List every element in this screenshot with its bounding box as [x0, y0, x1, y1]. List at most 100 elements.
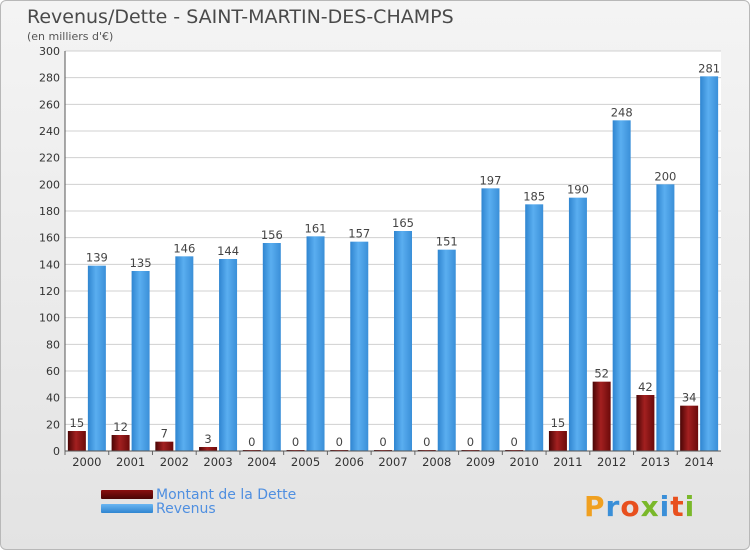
data-label-debt: 0 [511, 435, 518, 449]
logo-letter: x [640, 490, 660, 523]
y-tick-label: 200 [39, 178, 60, 191]
data-label-revenus: 161 [305, 221, 327, 235]
data-label-revenus: 157 [348, 227, 370, 241]
x-tick-label: 2005 [291, 455, 320, 469]
y-tick-label: 220 [39, 152, 60, 165]
x-tick-label: 2011 [553, 455, 582, 469]
data-label-debt: 0 [379, 435, 386, 449]
x-tick-label: 2012 [597, 455, 626, 469]
data-label-debt: 12 [113, 420, 128, 434]
legend-swatch-revenus [101, 504, 153, 513]
x-tick-label: 2010 [510, 455, 539, 469]
x-tick-label: 2008 [422, 455, 451, 469]
x-tick-label: 2000 [72, 455, 101, 469]
y-tick-label: 260 [39, 98, 60, 111]
y-tick-label: 160 [39, 232, 60, 245]
y-tick-label: 80 [46, 338, 60, 351]
bar-revenus [612, 120, 631, 451]
bar-debt [636, 395, 655, 451]
y-tick-label: 140 [39, 258, 60, 271]
y-tick-label: 20 [46, 418, 60, 431]
logo-letter: r [605, 490, 621, 523]
data-label-debt: 0 [248, 435, 255, 449]
y-tick-label: 300 [39, 45, 60, 58]
data-label-revenus: 190 [567, 183, 589, 197]
x-tick-label: 2013 [641, 455, 670, 469]
bar-revenus [656, 184, 675, 452]
bar-revenus [350, 241, 369, 451]
x-tick-label: 2014 [684, 455, 713, 469]
x-tick-label: 2004 [247, 455, 276, 469]
bar-revenus [219, 259, 238, 451]
bar-debt [592, 381, 611, 451]
bar-revenus [481, 188, 500, 452]
data-label-revenus: 139 [86, 251, 108, 265]
data-label-revenus: 135 [130, 256, 152, 270]
data-label-revenus: 248 [611, 105, 633, 119]
y-tick-label: 100 [39, 312, 60, 325]
x-tick-label: 2007 [378, 455, 407, 469]
proxiti-logo: Proxiti [584, 490, 695, 523]
y-tick-label: 180 [39, 205, 60, 218]
data-label-debt: 0 [336, 435, 343, 449]
data-label-revenus: 197 [479, 173, 501, 187]
bar-debt [199, 447, 218, 451]
y-tick-label: 60 [46, 365, 60, 378]
data-label-debt: 7 [161, 427, 168, 441]
bar-revenus [525, 204, 544, 451]
bar-debt [155, 441, 174, 451]
data-label-revenus: 151 [436, 235, 458, 249]
data-label-debt: 42 [638, 380, 653, 394]
logo-letter: i [659, 490, 671, 523]
chart-title: Revenus/Dette - SAINT-MARTIN-DES-CHAMPS [27, 6, 454, 28]
logo-letter: P [584, 490, 606, 523]
legend-label-revenus: Revenus [156, 501, 216, 517]
data-label-debt: 15 [70, 416, 85, 430]
legend-swatch-debt [101, 490, 153, 499]
data-label-revenus: 281 [698, 61, 720, 75]
bar-revenus [700, 76, 719, 451]
data-label-revenus: 165 [392, 216, 414, 230]
logo-letter: o [620, 490, 641, 523]
y-tick-label: 240 [39, 125, 60, 138]
bar-revenus [175, 256, 194, 451]
bar-debt [548, 431, 567, 451]
bar-debt [67, 431, 86, 451]
plot-area [65, 51, 721, 451]
chart-subtitle: (en milliers d'€) [27, 30, 114, 43]
data-label-debt: 15 [551, 416, 566, 430]
bar-revenus [87, 265, 106, 451]
logo-letter: t [670, 490, 685, 523]
data-label-debt: 52 [594, 367, 609, 381]
data-label-revenus: 144 [217, 244, 239, 258]
bar-revenus [306, 236, 325, 451]
bar-debt [111, 435, 130, 451]
y-tick-label: 120 [39, 285, 60, 298]
bar-revenus [437, 249, 456, 451]
x-tick-label: 2006 [335, 455, 364, 469]
data-label-revenus: 156 [261, 228, 283, 242]
data-label-revenus: 200 [654, 169, 676, 183]
data-label-debt: 0 [423, 435, 430, 449]
y-tick-label: 280 [39, 72, 60, 85]
legend-label-debt: Montant de la Dette [156, 487, 297, 503]
bar-revenus [262, 243, 281, 451]
bar-debt [680, 405, 699, 451]
bar-revenus [131, 271, 150, 451]
x-tick-label: 2009 [466, 455, 495, 469]
data-label-debt: 0 [292, 435, 299, 449]
y-tick-label: 40 [46, 392, 60, 405]
x-tick-label: 2002 [160, 455, 189, 469]
data-label-debt: 0 [467, 435, 474, 449]
x-tick-label: 2003 [203, 455, 232, 469]
x-tick-label: 2001 [116, 455, 145, 469]
bar-revenus [568, 197, 587, 451]
data-label-revenus: 146 [173, 241, 195, 255]
y-tick-label: 0 [53, 445, 60, 458]
bar-revenus [394, 231, 412, 451]
logo-letter: i [684, 490, 696, 523]
data-label-debt: 34 [682, 391, 697, 405]
data-label-debt: 3 [204, 432, 211, 446]
